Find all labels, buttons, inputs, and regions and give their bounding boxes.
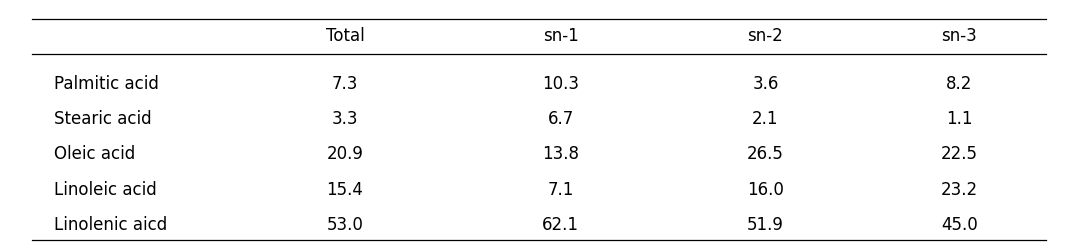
Text: 6.7: 6.7	[548, 110, 573, 128]
Text: sn-2: sn-2	[747, 27, 784, 45]
Text: Stearic acid: Stearic acid	[54, 110, 152, 128]
Text: Linolenic aicd: Linolenic aicd	[54, 215, 167, 233]
Text: 45.0: 45.0	[941, 215, 978, 233]
Text: 7.1: 7.1	[548, 180, 573, 198]
Text: sn-1: sn-1	[542, 27, 579, 45]
Text: 22.5: 22.5	[941, 145, 978, 163]
Text: 62.1: 62.1	[542, 215, 579, 233]
Text: 16.0: 16.0	[747, 180, 784, 198]
Text: 13.8: 13.8	[542, 145, 579, 163]
Text: 23.2: 23.2	[941, 180, 978, 198]
Text: 20.9: 20.9	[327, 145, 363, 163]
Text: Oleic acid: Oleic acid	[54, 145, 135, 163]
Text: 26.5: 26.5	[747, 145, 784, 163]
Text: Linoleic acid: Linoleic acid	[54, 180, 156, 198]
Text: 3.6: 3.6	[752, 75, 778, 93]
Text: 7.3: 7.3	[332, 75, 358, 93]
Text: Palmitic acid: Palmitic acid	[54, 75, 158, 93]
Text: 51.9: 51.9	[747, 215, 784, 233]
Text: 53.0: 53.0	[327, 215, 363, 233]
Text: 15.4: 15.4	[327, 180, 363, 198]
Text: 3.3: 3.3	[332, 110, 358, 128]
Text: 2.1: 2.1	[752, 110, 778, 128]
Text: 10.3: 10.3	[542, 75, 579, 93]
Text: sn-3: sn-3	[941, 27, 978, 45]
Text: 8.2: 8.2	[946, 75, 972, 93]
Text: 1.1: 1.1	[946, 110, 972, 128]
Text: Total: Total	[326, 27, 364, 45]
